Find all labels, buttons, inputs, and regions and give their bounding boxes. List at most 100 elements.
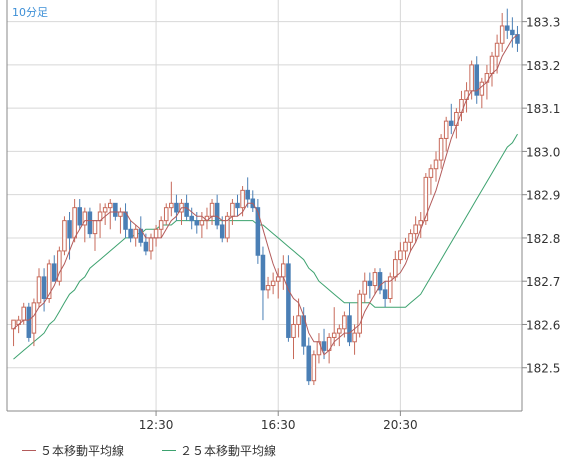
candle-body [51,263,57,282]
candle-body [393,259,398,278]
candle-body [92,220,98,235]
plot-area [7,0,522,411]
candle-body [62,220,67,252]
candle-body [331,332,337,338]
candle-body [240,189,245,209]
legend: ５本移動平均線 ２５本移動平均線 [0,436,574,462]
candle-body [499,25,505,44]
candle-body [438,137,444,161]
candle-body [286,263,291,338]
legend-label-ma5: ５本移動平均線 [40,444,125,458]
chart-title: 10分足 [12,6,48,19]
candle-body [214,202,220,226]
candle-body [133,228,138,239]
x-tick-label: 16:30 [261,418,296,432]
y-tick-label: 183.1 [526,102,560,116]
candle-body [270,280,276,287]
candle-body [87,211,93,235]
y-tick-label: 183.2 [526,59,560,73]
candle-body [169,202,174,209]
y-tick-label: 182.7 [526,275,560,289]
y-tick-label: 182.8 [526,232,560,246]
candle-body [21,306,27,321]
ma25-line [13,133,518,360]
candle-body [189,215,194,222]
candle-body [357,293,362,334]
candle-body [479,81,485,96]
candle-body [41,276,47,300]
candle-body [143,241,149,252]
candle-body [26,306,32,338]
candle-body [382,289,388,300]
candle-body [194,220,200,226]
candle-body [107,202,113,209]
candle-body [260,254,266,291]
candle-body [199,220,205,226]
candle-body [148,237,154,252]
candle-body [153,228,159,239]
candle-body [245,189,250,200]
candle-body [398,250,403,261]
candle-body [321,341,327,351]
candle-body [230,202,235,217]
legend-label-ma25: ２５本移動平均線 [180,444,277,458]
candle-body [423,176,429,222]
candle-body [158,220,164,230]
candle-body [219,224,225,239]
candle-body [387,276,393,300]
candle-body [413,224,418,235]
legend-item-ma5: ５本移動平均線 [22,442,124,459]
candle-body [118,211,123,217]
candle-body [265,285,271,291]
candle-body [82,211,88,226]
candle-body [255,207,261,256]
candle-body [225,215,230,239]
candle-body [311,354,317,382]
candle-body [347,315,352,343]
candle-body [367,280,373,287]
candle-body [57,250,62,282]
candle-body [46,263,52,300]
candle-body [372,272,378,287]
y-tick-label: 182.6 [526,318,560,332]
y-tick-label: 182.9 [526,189,560,203]
candle-body [494,42,500,57]
candle-body [489,55,495,75]
candle-body [449,120,454,126]
candle-body [474,64,480,96]
candle-body [163,207,169,222]
candle-body [174,202,179,213]
candle-body [209,202,215,217]
candle-body [128,228,133,239]
legend-swatch-ma25 [162,450,176,451]
x-tick-label: 20:30 [383,418,418,432]
candle-body [377,272,383,291]
y-tick-label: 182.5 [526,362,560,376]
candle-body [408,233,413,243]
candle-body [296,315,301,325]
candle-body [403,241,408,252]
ma5-line [13,34,518,356]
candle-body [184,202,189,217]
candle-body [113,202,118,217]
candle-body [275,276,281,282]
candle-body [433,159,439,170]
y-tick-label: 183.0 [526,145,560,159]
candle-body [504,25,510,31]
legend-swatch-ma5 [22,450,36,451]
candle-body [67,220,72,239]
candle-body [31,302,37,334]
candle-body [362,280,368,295]
x-tick-label: 12:30 [139,418,174,432]
y-tick-label: 183.3 [526,16,560,30]
candle-body [102,207,108,213]
candle-body [291,323,296,338]
legend-item-ma25: ２５本移動平均線 [162,442,276,459]
candle-body [337,328,342,334]
candle-body [342,315,347,330]
candle-body [72,207,77,239]
candle-body [306,345,312,382]
candle-body [510,29,515,36]
